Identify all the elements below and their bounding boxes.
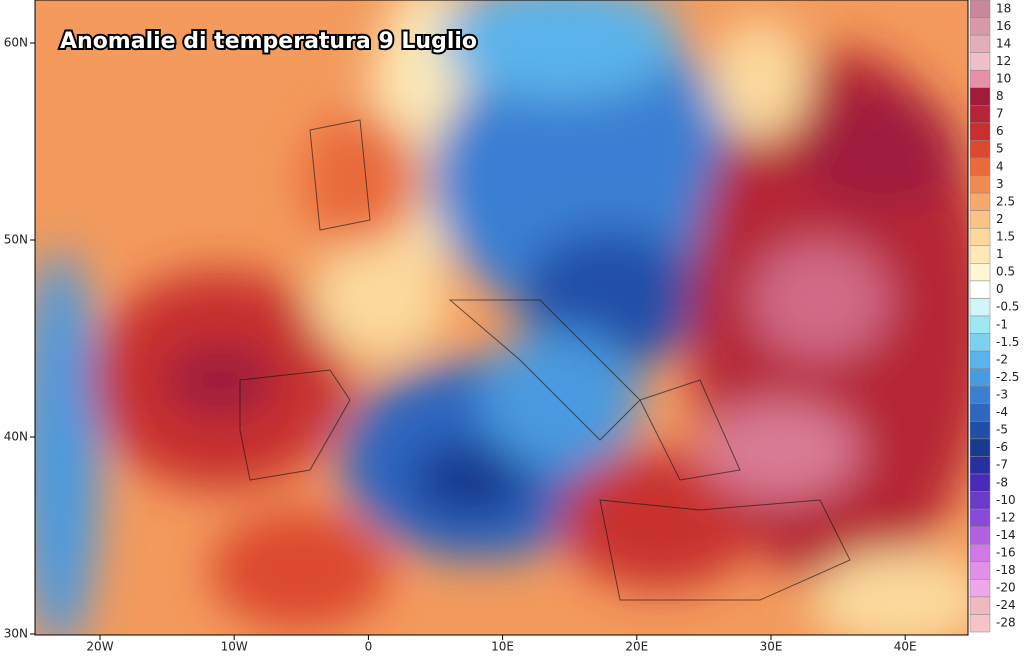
legend-label: -18 xyxy=(996,563,1016,577)
legend-label: 8 xyxy=(996,89,1004,103)
legend-swatch xyxy=(969,0,991,18)
legend-label: -0.5 xyxy=(996,300,1019,314)
legend-label: 10 xyxy=(996,72,1011,86)
lon-label: 30E xyxy=(760,640,783,654)
legend-label: 12 xyxy=(996,54,1011,68)
legend-swatch xyxy=(969,157,991,176)
legend-swatch xyxy=(969,526,991,545)
legend-label: 1.5 xyxy=(996,230,1015,244)
legend-swatch xyxy=(969,140,991,159)
legend-label: 18 xyxy=(996,1,1011,15)
lon-label: 20W xyxy=(86,640,113,654)
legend-label: -3 xyxy=(996,388,1008,402)
legend-label: -5 xyxy=(996,423,1008,437)
legend-swatch xyxy=(969,210,991,229)
legend-label: -24 xyxy=(996,598,1016,612)
legend-swatch xyxy=(969,52,991,71)
legend-swatch xyxy=(969,421,991,440)
legend-label: 16 xyxy=(996,19,1011,33)
legend-swatch xyxy=(969,473,991,492)
map-title: Anomalie di temperatura 9 Luglio xyxy=(60,29,477,54)
legend-label: 1 xyxy=(996,247,1004,261)
legend-label: -2 xyxy=(996,352,1008,366)
legend-label: -28 xyxy=(996,616,1016,630)
legend-label: -14 xyxy=(996,528,1016,542)
legend-label: -1 xyxy=(996,317,1008,331)
legend-swatch xyxy=(969,508,991,527)
lon-label: 10W xyxy=(221,640,248,654)
legend-swatch xyxy=(969,245,991,264)
legend-swatch xyxy=(969,543,991,563)
legend-swatch xyxy=(969,368,991,387)
legend-swatch xyxy=(969,17,991,36)
legend-swatch xyxy=(969,333,991,352)
legend-swatch xyxy=(969,491,991,510)
legend-label: -7 xyxy=(996,458,1008,472)
legend-label: 2.5 xyxy=(996,194,1015,208)
legend-label: -12 xyxy=(996,510,1016,524)
lon-label: 0 xyxy=(365,640,373,654)
legend-label: -20 xyxy=(996,581,1016,595)
map-frame xyxy=(34,0,969,636)
legend-swatch xyxy=(969,280,991,299)
legend-swatch xyxy=(969,561,991,580)
legend-swatch xyxy=(969,69,991,89)
legend-swatch xyxy=(969,227,991,247)
legend-swatch xyxy=(969,122,991,141)
legend-label: -8 xyxy=(996,475,1008,489)
lon-label: 10E xyxy=(491,640,514,654)
legend-swatch xyxy=(969,263,991,282)
legend-swatch xyxy=(969,350,991,369)
legend-swatch xyxy=(969,87,991,106)
legend-label: 14 xyxy=(996,36,1011,50)
legend-label: -10 xyxy=(996,493,1016,507)
legend-label: -6 xyxy=(996,440,1008,454)
legend-swatch xyxy=(969,298,991,317)
legend-swatch xyxy=(969,105,991,124)
legend-swatch xyxy=(969,192,991,211)
lat-label: 50N xyxy=(4,233,28,247)
lon-label: 40E xyxy=(894,640,917,654)
legend-label: -16 xyxy=(996,546,1016,560)
legend-label: 3 xyxy=(996,177,1004,191)
legend-swatch xyxy=(969,438,991,457)
map-field xyxy=(35,0,968,635)
legend-label: 5 xyxy=(996,142,1004,156)
legend-swatch xyxy=(969,596,991,615)
legend-label: 0 xyxy=(996,282,1004,296)
legend-swatch xyxy=(969,456,991,475)
legend-label: -4 xyxy=(996,405,1008,419)
lat-label: 40N xyxy=(4,430,28,444)
legend-swatch xyxy=(969,175,991,194)
lat-label: 30N xyxy=(4,627,28,641)
legend-swatch xyxy=(969,315,991,334)
legend-swatch xyxy=(969,403,991,422)
legend-label: 4 xyxy=(996,159,1004,173)
legend-swatch xyxy=(969,579,991,598)
legend-label: 2 xyxy=(996,212,1004,226)
legend-label: -2.5 xyxy=(996,370,1019,384)
legend-label: 7 xyxy=(996,107,1004,121)
lon-label: 20E xyxy=(625,640,648,654)
legend-label: 6 xyxy=(996,124,1004,138)
lat-label: 60N xyxy=(4,36,28,50)
legend-swatch xyxy=(969,614,991,633)
legend-swatch xyxy=(969,34,991,53)
legend-swatch xyxy=(969,385,991,405)
legend-label: 0.5 xyxy=(996,265,1015,279)
legend-label: -1.5 xyxy=(996,335,1019,349)
